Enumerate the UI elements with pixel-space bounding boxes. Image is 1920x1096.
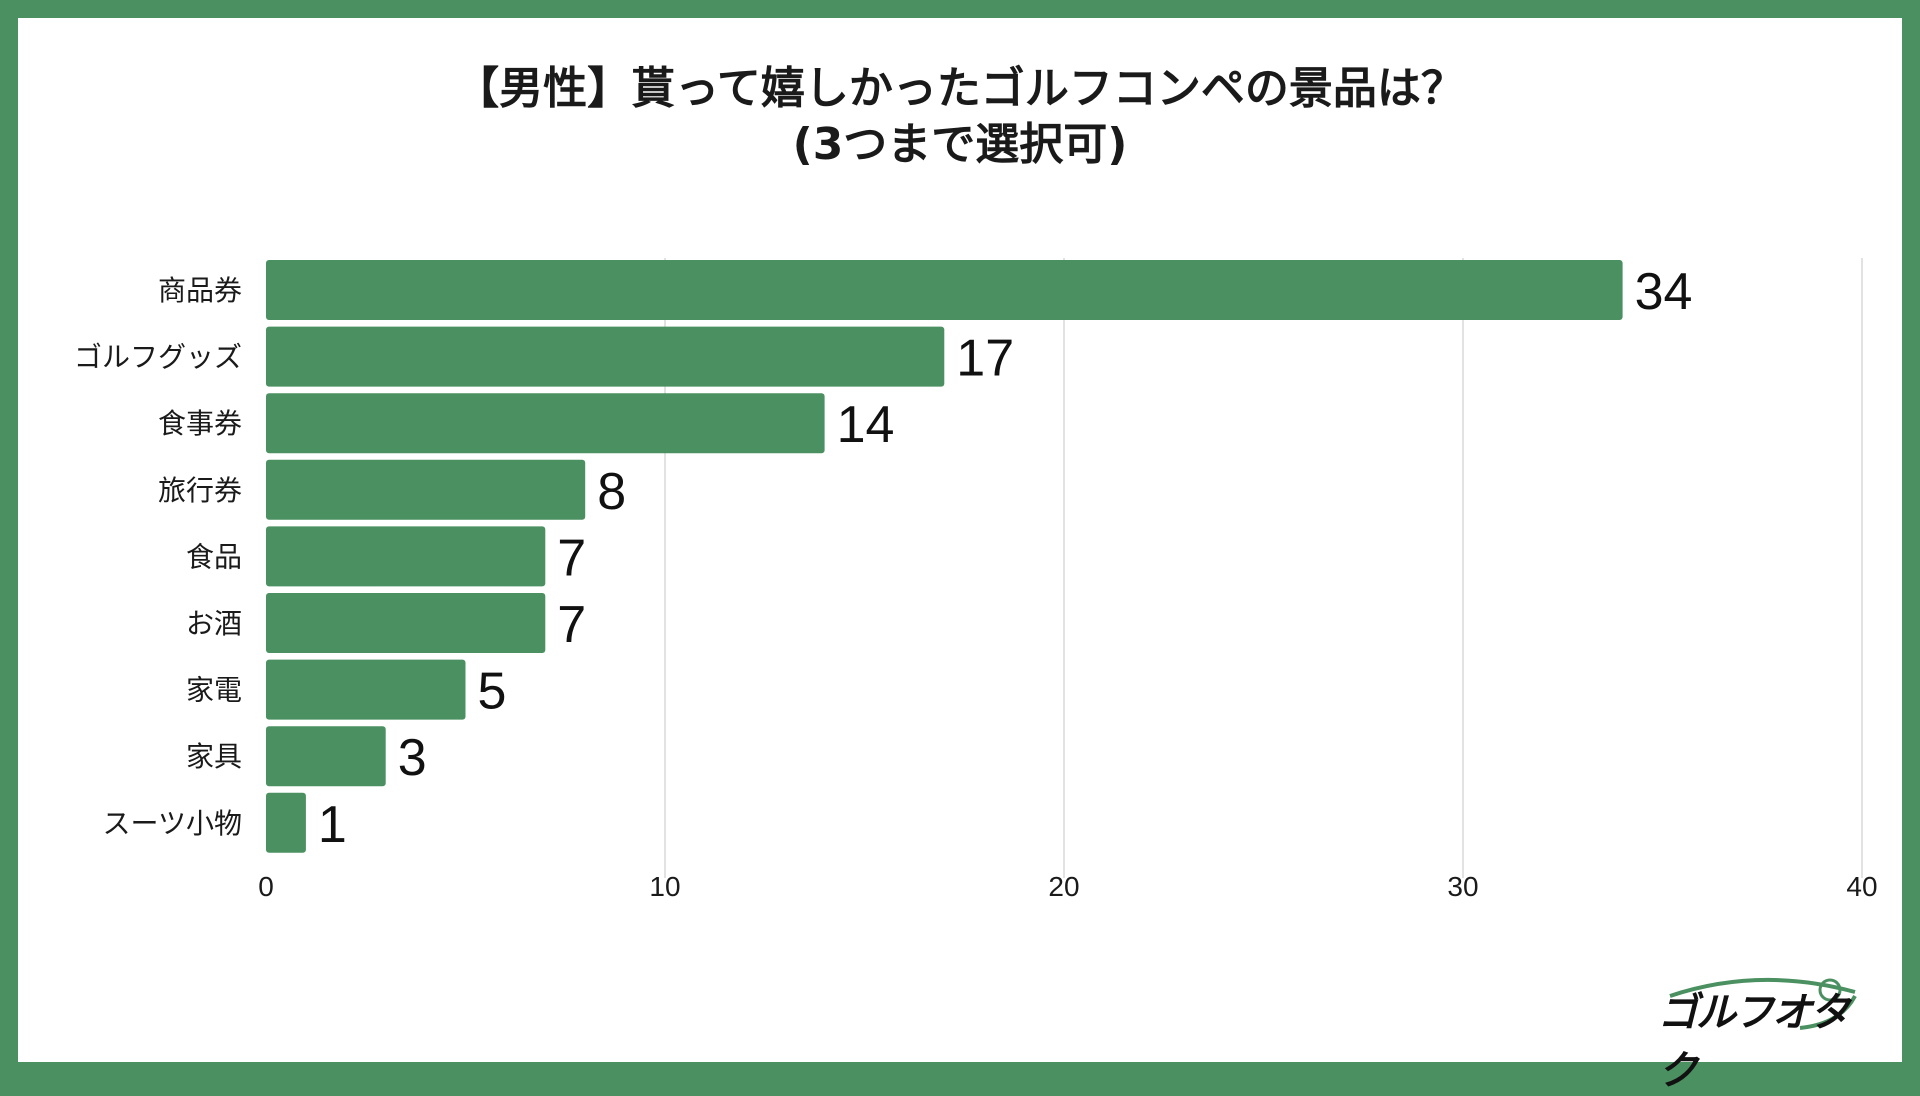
bar — [266, 726, 386, 787]
bar — [266, 393, 825, 454]
category-label: 家具 — [186, 740, 242, 773]
value-label: 14 — [837, 396, 895, 454]
category-label: お酒 — [186, 607, 242, 640]
bar — [266, 326, 945, 387]
value-label: 8 — [597, 463, 626, 521]
value-label: 3 — [398, 729, 427, 787]
x-tick-label: 40 — [1846, 871, 1877, 902]
bar — [266, 459, 586, 520]
golf-swoosh-icon — [1669, 978, 1857, 1030]
value-label: 1 — [318, 796, 347, 854]
bar — [266, 593, 546, 653]
brand-logo: ゴルフオタク — [1650, 966, 1870, 1094]
x-tick-label: 10 — [649, 871, 680, 902]
chart-frame: 【男性】貰って嬉しかったゴルフコンペの景品は？ (3つまで選択可) 0 10 20 3… — [18, 18, 1902, 1094]
category-label: 食品 — [186, 540, 242, 573]
bar — [266, 260, 1623, 320]
bar — [266, 659, 466, 720]
category-label: 旅行券 — [158, 474, 242, 507]
category-label: 商品券 — [158, 274, 242, 307]
x-tick-label: 30 — [1447, 871, 1478, 902]
bar-chart: 0 10 20 30 40 商品券 34 ゴルフグッズ 17 食事券 14 旅行券 8 食品 7 お酒 7 家電 5… — [74, 258, 1878, 902]
value-label: 7 — [557, 529, 586, 587]
value-label: 5 — [478, 663, 507, 721]
bar — [266, 526, 546, 587]
value-label: 34 — [1635, 263, 1693, 321]
category-label: 食事券 — [158, 407, 242, 440]
x-tick-label: 0 — [258, 871, 274, 902]
value-label: 17 — [956, 330, 1014, 388]
category-label: スーツ小物 — [103, 807, 242, 840]
category-label: 家電 — [186, 674, 242, 707]
logo-text: ゴルフオタク — [1658, 990, 1850, 1094]
value-label: 7 — [557, 596, 586, 654]
chart-title-line2: (3つまで選択可) — [792, 119, 1128, 170]
x-tick-label: 20 — [1048, 871, 1079, 902]
chart-title-line1: 【男性】貰って嬉しかったゴルフコンペの景品は？ — [455, 63, 1465, 114]
bar — [266, 792, 306, 853]
category-label: ゴルフグッズ — [74, 341, 242, 374]
